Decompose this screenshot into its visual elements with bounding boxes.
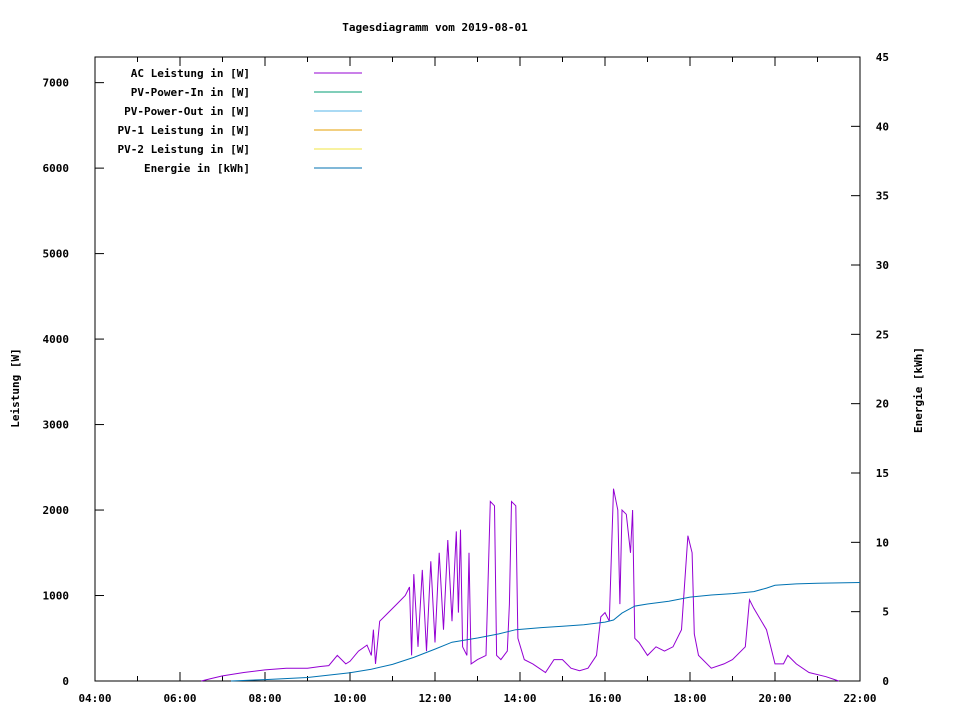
x-tick-label: 10:00 — [333, 692, 366, 705]
legend-label: PV-1 Leistung in [W] — [118, 124, 250, 137]
y-tick-label: 0 — [62, 675, 69, 688]
y-tick-label: 7000 — [43, 77, 70, 90]
legend-label: PV-Power-Out in [W] — [124, 105, 250, 118]
x-tick-label: 14:00 — [503, 692, 536, 705]
y2-tick-label: 0 — [882, 675, 889, 688]
y-tick-label: 5000 — [43, 248, 70, 261]
y-tick-label: 4000 — [43, 333, 70, 346]
x-tick-label: 08:00 — [248, 692, 281, 705]
legend-label: PV-2 Leistung in [W] — [118, 143, 250, 156]
y-tick-label: 3000 — [43, 419, 70, 432]
series-line-5 — [230, 582, 861, 682]
y2-tick-label: 20 — [876, 398, 889, 411]
y-tick-label: 2000 — [43, 504, 70, 517]
y-tick-label: 6000 — [43, 162, 70, 175]
x-tick-label: 18:00 — [673, 692, 706, 705]
legend-label: PV-Power-In in [W] — [131, 86, 250, 99]
series-line-0 — [201, 488, 839, 682]
y2-axis-label: Energie [kWh] — [912, 347, 925, 433]
y2-tick-label: 10 — [876, 536, 889, 549]
x-tick-label: 20:00 — [758, 692, 791, 705]
y2-tick-label: 45 — [876, 51, 889, 64]
y2-tick-label: 40 — [876, 120, 889, 133]
y-tick-label: 1000 — [43, 590, 70, 603]
legend-label: AC Leistung in [W] — [131, 67, 250, 80]
chart-title: Tagesdiagramm vom 2019-08-01 — [342, 21, 528, 34]
x-tick-label: 12:00 — [418, 692, 451, 705]
x-tick-label: 06:00 — [163, 692, 196, 705]
x-tick-label: 04:00 — [78, 692, 111, 705]
y2-tick-label: 25 — [876, 328, 889, 341]
legend-label: Energie in [kWh] — [144, 162, 250, 175]
x-tick-label: 16:00 — [588, 692, 621, 705]
x-tick-label: 22:00 — [843, 692, 876, 705]
y2-tick-label: 35 — [876, 190, 889, 203]
y2-tick-label: 30 — [876, 259, 889, 272]
y2-tick-label: 5 — [882, 606, 889, 619]
y-axis-label: Leistung [W] — [9, 348, 22, 427]
y2-tick-label: 15 — [876, 467, 889, 480]
